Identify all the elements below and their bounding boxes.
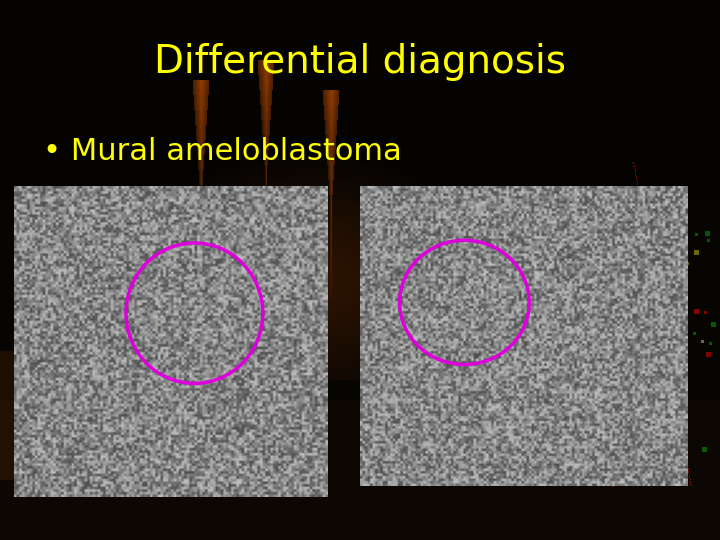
Text: • Mural ameloblastoma: • Mural ameloblastoma bbox=[43, 137, 402, 166]
Text: Differential diagnosis: Differential diagnosis bbox=[154, 43, 566, 81]
FancyBboxPatch shape bbox=[14, 186, 328, 497]
